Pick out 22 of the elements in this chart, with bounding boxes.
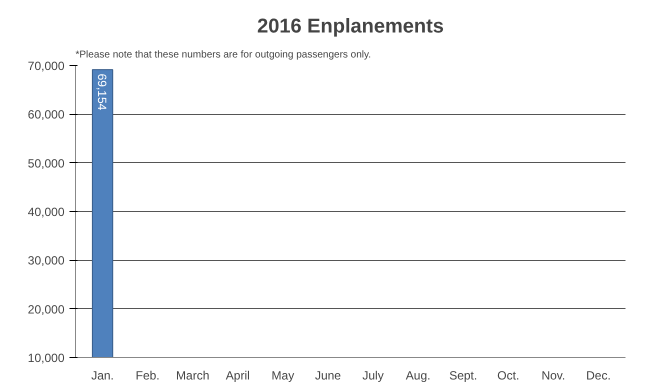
x-tick-label: Oct. <box>497 368 520 382</box>
x-tick-label: April <box>226 368 250 382</box>
x-tick-label: Feb. <box>136 368 160 382</box>
y-tick-label: 10,000 <box>28 351 65 365</box>
chart-title: 2016 Enplanements <box>257 16 444 38</box>
x-tick-label: Aug. <box>406 368 430 382</box>
y-tick-label: 50,000 <box>28 156 65 170</box>
x-tick-label: Dec. <box>586 368 611 382</box>
y-tick-label: 70,000 <box>28 59 65 73</box>
data-label: 69,154 <box>95 74 110 111</box>
x-tick-label: Jan. <box>91 368 114 382</box>
y-tick-label: 40,000 <box>28 205 65 219</box>
x-tick-label: Sept. <box>449 368 478 382</box>
x-tick-label: Nov. <box>541 368 566 382</box>
y-tick-label: 20,000 <box>28 302 65 316</box>
text: *Please note that these numbers are for outgoing passengers only. <box>76 50 372 60</box>
y-tick-label: 30,000 <box>28 254 65 268</box>
x-tick-label: May <box>272 368 294 382</box>
y-tick-label: 60,000 <box>28 108 65 122</box>
x-tick-label: July <box>362 368 384 382</box>
x-tick-label: March <box>176 368 210 382</box>
x-tick-label: June <box>314 368 342 382</box>
